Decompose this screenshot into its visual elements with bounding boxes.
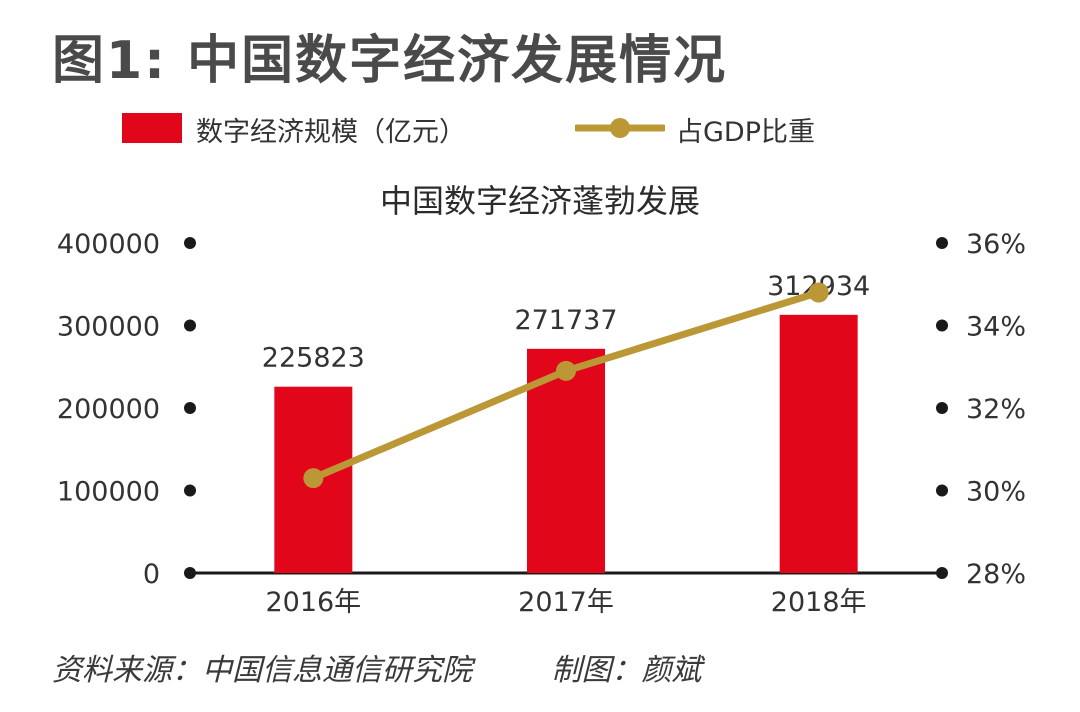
y-right-tick-label: 32%	[966, 394, 1026, 425]
y-right-tick-label: 28%	[966, 559, 1026, 590]
y-left-tick-label: 0	[143, 559, 160, 590]
bar	[527, 348, 605, 573]
y-left-tick-label: 400000	[57, 229, 160, 260]
x-tick-label: 2016年	[265, 587, 361, 618]
bar-data-label: 271737	[514, 305, 617, 336]
x-tick-label: 2018年	[771, 587, 867, 618]
y-right-tick-label: 36%	[966, 229, 1026, 260]
gdp-share-point	[303, 468, 324, 489]
y-left-tick-dot	[184, 402, 196, 414]
y-right-tick-label: 34%	[966, 312, 1026, 343]
gdp-share-point	[556, 360, 576, 381]
y-right-tick-dot	[936, 567, 948, 579]
y-left-tick-dot	[184, 484, 196, 497]
legend-line-swatch	[575, 118, 665, 138]
x-tick-label: 2017年	[518, 587, 614, 618]
figure-title: 图1: 中国数字经济发展情况	[52, 31, 728, 91]
y-right-tick-label: 30%	[966, 477, 1026, 508]
y-left-tick-label: 200000	[57, 394, 160, 425]
y-left-tick-dot	[184, 567, 196, 579]
bar-data-label: 225823	[262, 343, 365, 374]
y-left-tick-dot	[184, 319, 196, 332]
y-right-tick-dot	[936, 484, 948, 497]
source-note: 资料来源：中国信息通信研究院	[52, 653, 472, 688]
chart-title: 中国数字经济蓬勃发展	[379, 182, 700, 220]
legend-line-label: 占GDP比重	[676, 117, 815, 148]
credit-note: 制图：颜斌	[551, 653, 702, 688]
legend-bar-swatch	[122, 113, 182, 143]
y-left-tick-label: 300000	[57, 312, 160, 343]
y-left-tick-label: 100000	[57, 477, 160, 508]
gdp-share-point	[808, 282, 829, 303]
footer: 资料来源：中国信息通信研究院 制图：颜斌	[52, 645, 702, 689]
legend-bar-label: 数字经济规模（亿元）	[196, 117, 466, 148]
y-right-tick-dot	[936, 402, 948, 414]
y-right-tick-dot	[936, 237, 948, 249]
bar	[779, 314, 858, 573]
y-left-tick-dot	[184, 237, 196, 249]
y-right-tick-dot	[936, 319, 948, 332]
